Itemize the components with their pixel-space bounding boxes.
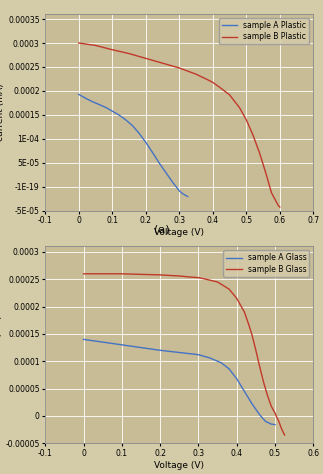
sample B Plastic (144, 55, 148, 61)
sample B Plastic (273, 196, 277, 202)
sample A Plastic (181, 191, 184, 197)
sample B Glass (227, 286, 231, 292)
sample B Glass (196, 275, 200, 281)
sample A Plastic (144, 139, 148, 145)
sample B Glass (273, 410, 277, 416)
sample A Glass (82, 337, 86, 342)
sample B Glass (258, 364, 262, 370)
sample B Glass (243, 309, 246, 315)
sample A Plastic (104, 104, 108, 110)
sample A Glass (208, 355, 212, 361)
sample B Glass (177, 273, 181, 279)
sample A Glass (243, 388, 246, 394)
sample A Glass (235, 376, 239, 382)
Text: (a): (a) (154, 225, 169, 235)
Y-axis label: current (mA): current (mA) (0, 84, 5, 141)
Line: sample B Plastic: sample B Plastic (79, 43, 280, 207)
sample B Glass (266, 392, 269, 398)
sample A Glass (219, 360, 223, 366)
sample A Plastic (157, 160, 161, 166)
sample B Glass (275, 415, 279, 420)
sample B Plastic (110, 47, 114, 53)
sample B Glass (204, 276, 208, 282)
sample A Glass (101, 339, 105, 345)
sample B Glass (262, 379, 266, 385)
sample B Glass (250, 332, 254, 338)
sample B Glass (101, 271, 105, 277)
sample A Glass (227, 366, 231, 372)
sample B Plastic (228, 92, 232, 98)
sample B Plastic (194, 72, 198, 77)
sample B Glass (277, 419, 281, 424)
sample A Plastic (171, 179, 174, 185)
sample A Plastic (110, 108, 114, 114)
Line: sample B Glass: sample B Glass (84, 274, 285, 435)
sample B Plastic (278, 204, 282, 210)
sample B Plastic (161, 60, 164, 66)
sample B Glass (158, 272, 162, 278)
sample B Glass (189, 274, 193, 280)
sample B Plastic (177, 65, 181, 71)
Y-axis label: Current (mA): Current (mA) (0, 315, 3, 374)
sample B Plastic (258, 151, 262, 156)
sample B Glass (283, 432, 287, 438)
sample A Glass (250, 401, 254, 407)
sample A Glass (273, 422, 277, 428)
sample B Glass (139, 272, 143, 277)
sample B Plastic (77, 40, 81, 46)
sample B Glass (279, 424, 283, 429)
sample B Plastic (269, 190, 273, 196)
sample B Plastic (218, 84, 222, 90)
sample A Glass (264, 419, 267, 424)
sample B Plastic (251, 132, 255, 138)
sample B Plastic (244, 117, 248, 123)
sample A Plastic (184, 193, 188, 199)
Legend: sample A Glass, sample B Glass: sample A Glass, sample B Glass (223, 250, 309, 277)
sample A Plastic (151, 150, 154, 155)
sample B Glass (216, 279, 220, 285)
sample B Plastic (211, 80, 215, 85)
sample B Glass (82, 271, 86, 277)
sample A Plastic (77, 91, 81, 97)
sample A Plastic (124, 117, 128, 123)
sample B Glass (281, 428, 285, 434)
sample A Plastic (117, 112, 121, 118)
sample B Plastic (265, 172, 268, 178)
sample B Plastic (276, 202, 280, 208)
sample A Glass (158, 347, 162, 353)
X-axis label: Voltage (V): Voltage (V) (154, 228, 204, 237)
sample A Glass (120, 342, 124, 348)
sample A Plastic (84, 95, 88, 101)
sample B Plastic (94, 43, 98, 48)
sample A Glass (258, 412, 262, 418)
Line: sample A Plastic: sample A Plastic (79, 94, 188, 197)
sample B Plastic (127, 51, 131, 56)
sample A Plastic (90, 99, 94, 104)
sample B Glass (254, 347, 258, 353)
sample A Glass (196, 352, 200, 357)
sample A Plastic (130, 123, 134, 128)
sample A Plastic (177, 188, 181, 193)
Legend: sample A Plastic, sample B Plastic: sample A Plastic, sample B Plastic (219, 18, 309, 45)
sample A Plastic (186, 194, 190, 200)
sample A Glass (177, 350, 181, 356)
Line: sample A Glass: sample A Glass (84, 339, 275, 425)
sample A Glass (269, 421, 273, 427)
sample A Plastic (137, 130, 141, 136)
sample A Plastic (97, 101, 101, 107)
sample A Plastic (164, 170, 168, 175)
sample B Glass (235, 296, 239, 301)
sample A Glass (139, 345, 143, 350)
sample B Glass (120, 271, 124, 277)
X-axis label: Voltage (V): Voltage (V) (154, 461, 204, 470)
sample B Plastic (204, 76, 208, 82)
sample B Glass (246, 320, 250, 326)
sample B Plastic (238, 105, 242, 110)
sample B Glass (269, 403, 273, 409)
